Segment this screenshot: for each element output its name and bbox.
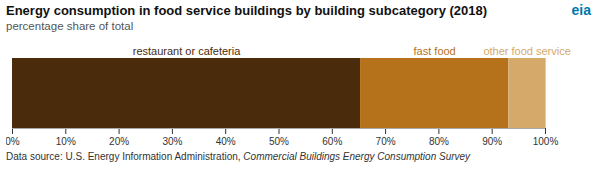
svg-text:10%: 10% [56, 136, 76, 147]
html-text:percentage share of total: percentage share of total [6, 20, 134, 32]
svg-text:0%: 0% [6, 136, 20, 147]
html-text:Data source: U.S. Energy Infor: Data source: U.S. Energy Information Adm… [6, 151, 471, 162]
svg-text:60%: 60% [322, 136, 342, 147]
svg-text:70%: 70% [376, 136, 396, 147]
html-text:Energy consumption in food ser: Energy consumption in food service build… [6, 3, 488, 18]
svg-text:fast food: fast food [414, 45, 456, 57]
svg-text:40%: 40% [216, 136, 236, 147]
svg-text:100%: 100% [533, 136, 559, 147]
svg-text:80%: 80% [429, 136, 449, 147]
svg-text:90%: 90% [482, 136, 502, 147]
html-text:eia: eia [571, 2, 591, 18]
svg-text:20%: 20% [109, 136, 129, 147]
svg-text:30%: 30% [162, 136, 182, 147]
svg-text:50%: 50% [269, 136, 289, 147]
svg-text:other food service: other food service [483, 45, 570, 57]
svg-text:restaurant or cafeteria: restaurant or cafeteria [133, 45, 241, 57]
